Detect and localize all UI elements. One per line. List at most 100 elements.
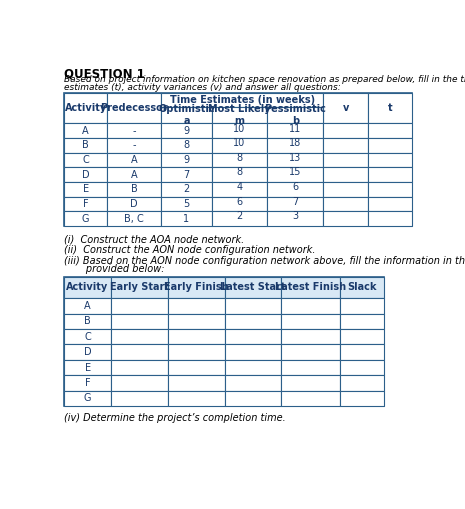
Bar (267, 138, 323, 153)
Bar (212, 124, 267, 138)
Text: (i)  Construct the AOA node network.: (i) Construct the AOA node network. (64, 234, 245, 244)
Bar (340, 360, 384, 375)
Text: Pessimistic
b: Pessimistic b (264, 104, 326, 126)
Text: A: A (131, 155, 137, 165)
Bar (107, 138, 161, 153)
Bar (107, 124, 161, 138)
Bar (111, 345, 168, 360)
Bar (212, 138, 267, 153)
Text: 13: 13 (289, 153, 301, 163)
Text: A: A (82, 126, 89, 136)
Text: 10: 10 (233, 124, 246, 133)
Bar (107, 182, 161, 196)
Text: 2: 2 (236, 211, 243, 221)
Bar (340, 390, 384, 406)
Bar (111, 390, 168, 406)
Bar (267, 106, 323, 124)
Bar (212, 211, 267, 226)
Bar (267, 167, 323, 182)
Text: A: A (131, 169, 137, 180)
Bar (64, 153, 107, 167)
Bar (340, 345, 384, 360)
Bar (323, 211, 368, 226)
Bar (64, 93, 107, 124)
Text: Latest Finish: Latest Finish (275, 282, 346, 293)
Bar (340, 277, 384, 298)
Bar (225, 375, 281, 390)
Bar (64, 211, 107, 226)
Text: F: F (85, 378, 90, 388)
Text: -: - (133, 126, 136, 136)
Bar (267, 153, 323, 167)
Text: Activity: Activity (65, 103, 107, 113)
Bar (225, 298, 281, 314)
Bar (64, 182, 107, 196)
Bar (168, 329, 225, 345)
Bar (64, 329, 111, 345)
Bar (368, 182, 412, 196)
Text: B, C: B, C (124, 214, 144, 223)
Text: G: G (84, 393, 91, 403)
Bar (225, 314, 281, 329)
Bar (281, 375, 340, 390)
Bar (368, 138, 412, 153)
Bar (111, 298, 168, 314)
Bar (323, 93, 368, 124)
Bar (340, 329, 384, 345)
Bar (64, 167, 107, 182)
Text: Activity: Activity (66, 282, 109, 293)
Text: D: D (84, 347, 92, 357)
Bar (281, 298, 340, 314)
Text: 9: 9 (183, 126, 189, 136)
Text: v: v (342, 103, 349, 113)
Bar (161, 138, 212, 153)
Text: 3: 3 (292, 211, 299, 221)
Bar (323, 196, 368, 211)
Bar (64, 345, 111, 360)
Text: 8: 8 (236, 167, 243, 178)
Text: Predecessor: Predecessor (100, 103, 168, 113)
Bar (64, 124, 107, 138)
Bar (111, 360, 168, 375)
Text: 11: 11 (289, 124, 301, 133)
Bar (161, 211, 212, 226)
Bar (107, 93, 161, 124)
Bar (323, 182, 368, 196)
Bar (111, 329, 168, 345)
Text: Slack: Slack (347, 282, 377, 293)
Bar (281, 277, 340, 298)
Bar (368, 93, 412, 124)
Text: 2: 2 (183, 184, 190, 194)
Bar (225, 345, 281, 360)
Text: B: B (84, 316, 91, 326)
Bar (168, 360, 225, 375)
Text: 8: 8 (236, 153, 243, 163)
Text: Early Start: Early Start (110, 282, 169, 293)
Bar (225, 329, 281, 345)
Bar (281, 360, 340, 375)
Text: Early Finish: Early Finish (164, 282, 229, 293)
Bar (368, 196, 412, 211)
Text: 7: 7 (292, 196, 299, 207)
Bar (212, 106, 267, 124)
Text: Time Estimates (in weeks): Time Estimates (in weeks) (170, 95, 315, 104)
Text: QUESTION 1: QUESTION 1 (64, 67, 145, 80)
Bar (111, 314, 168, 329)
Bar (64, 196, 107, 211)
Bar (161, 106, 212, 124)
Text: -: - (133, 140, 136, 150)
Text: 1: 1 (183, 214, 189, 223)
Bar (111, 375, 168, 390)
Bar (64, 360, 111, 375)
Bar (267, 196, 323, 211)
Text: (iv) Determine the project’s completion time.: (iv) Determine the project’s completion … (64, 413, 286, 423)
Text: C: C (84, 332, 91, 342)
Bar (168, 345, 225, 360)
Text: provided below:: provided below: (64, 264, 165, 274)
Bar (340, 375, 384, 390)
Bar (64, 277, 384, 406)
Bar (161, 93, 323, 106)
Text: C: C (82, 155, 89, 165)
Bar (368, 124, 412, 138)
Bar (281, 329, 340, 345)
